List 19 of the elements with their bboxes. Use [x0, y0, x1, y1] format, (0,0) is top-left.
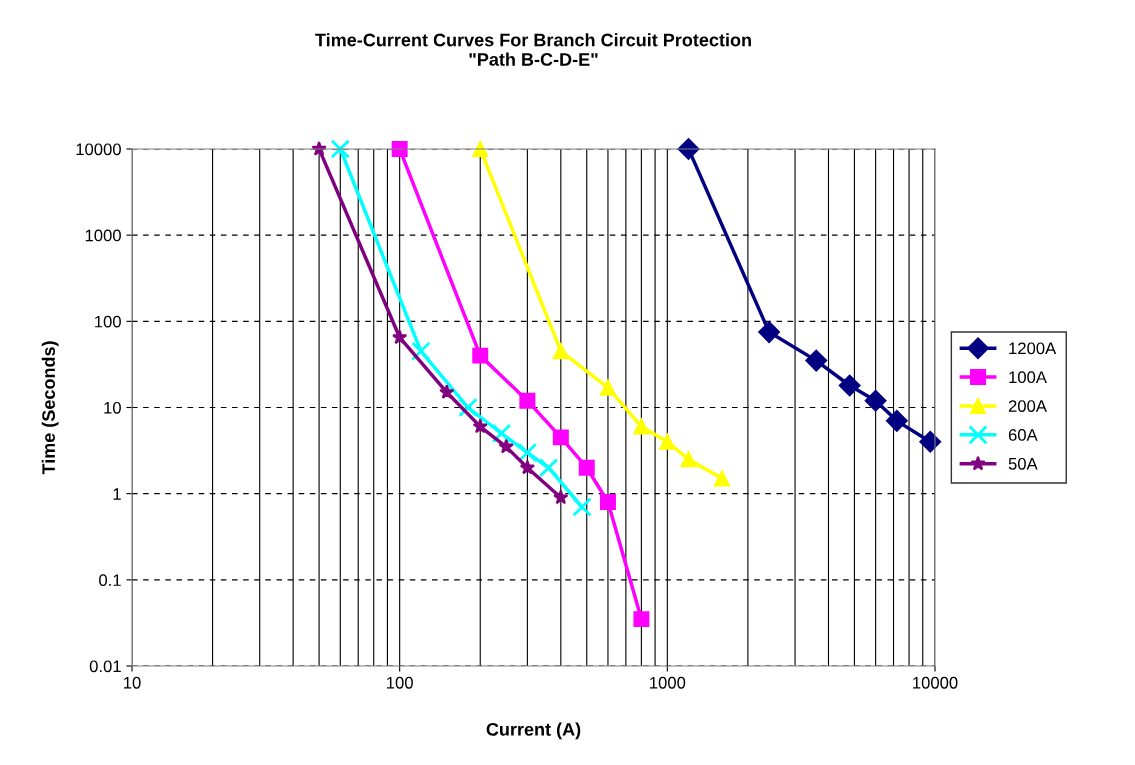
- y-tick-label: 1: [113, 488, 121, 500]
- y-axis-title: Time (Seconds): [41, 341, 59, 475]
- y-tick-label: 0.1: [99, 574, 121, 587]
- legend-label: 1200A: [1009, 342, 1057, 355]
- y-tick-label: 0.01: [89, 660, 121, 673]
- y-tick-label: 100: [95, 315, 121, 328]
- y-tick-label: 10000: [76, 143, 121, 156]
- y-tick-label: 1000: [85, 229, 121, 242]
- x-tick-label: 10000: [913, 676, 958, 689]
- x-tick-label: 100: [387, 676, 413, 689]
- legend-label: 100A: [1009, 371, 1047, 384]
- x-axis-title: Current (A): [486, 722, 581, 740]
- legend-label: 60A: [1008, 429, 1038, 441]
- y-tick-label: 10: [104, 401, 121, 414]
- x-tick-label: 1000: [650, 676, 686, 689]
- chart-title: Time-Current Curves For Branch Circuit Protection "Path B-C-D-E": [315, 33, 751, 66]
- x-tick-label: 10: [124, 676, 141, 689]
- legend-label: 50A: [1008, 457, 1038, 470]
- legend-label: 200A: [1008, 400, 1047, 412]
